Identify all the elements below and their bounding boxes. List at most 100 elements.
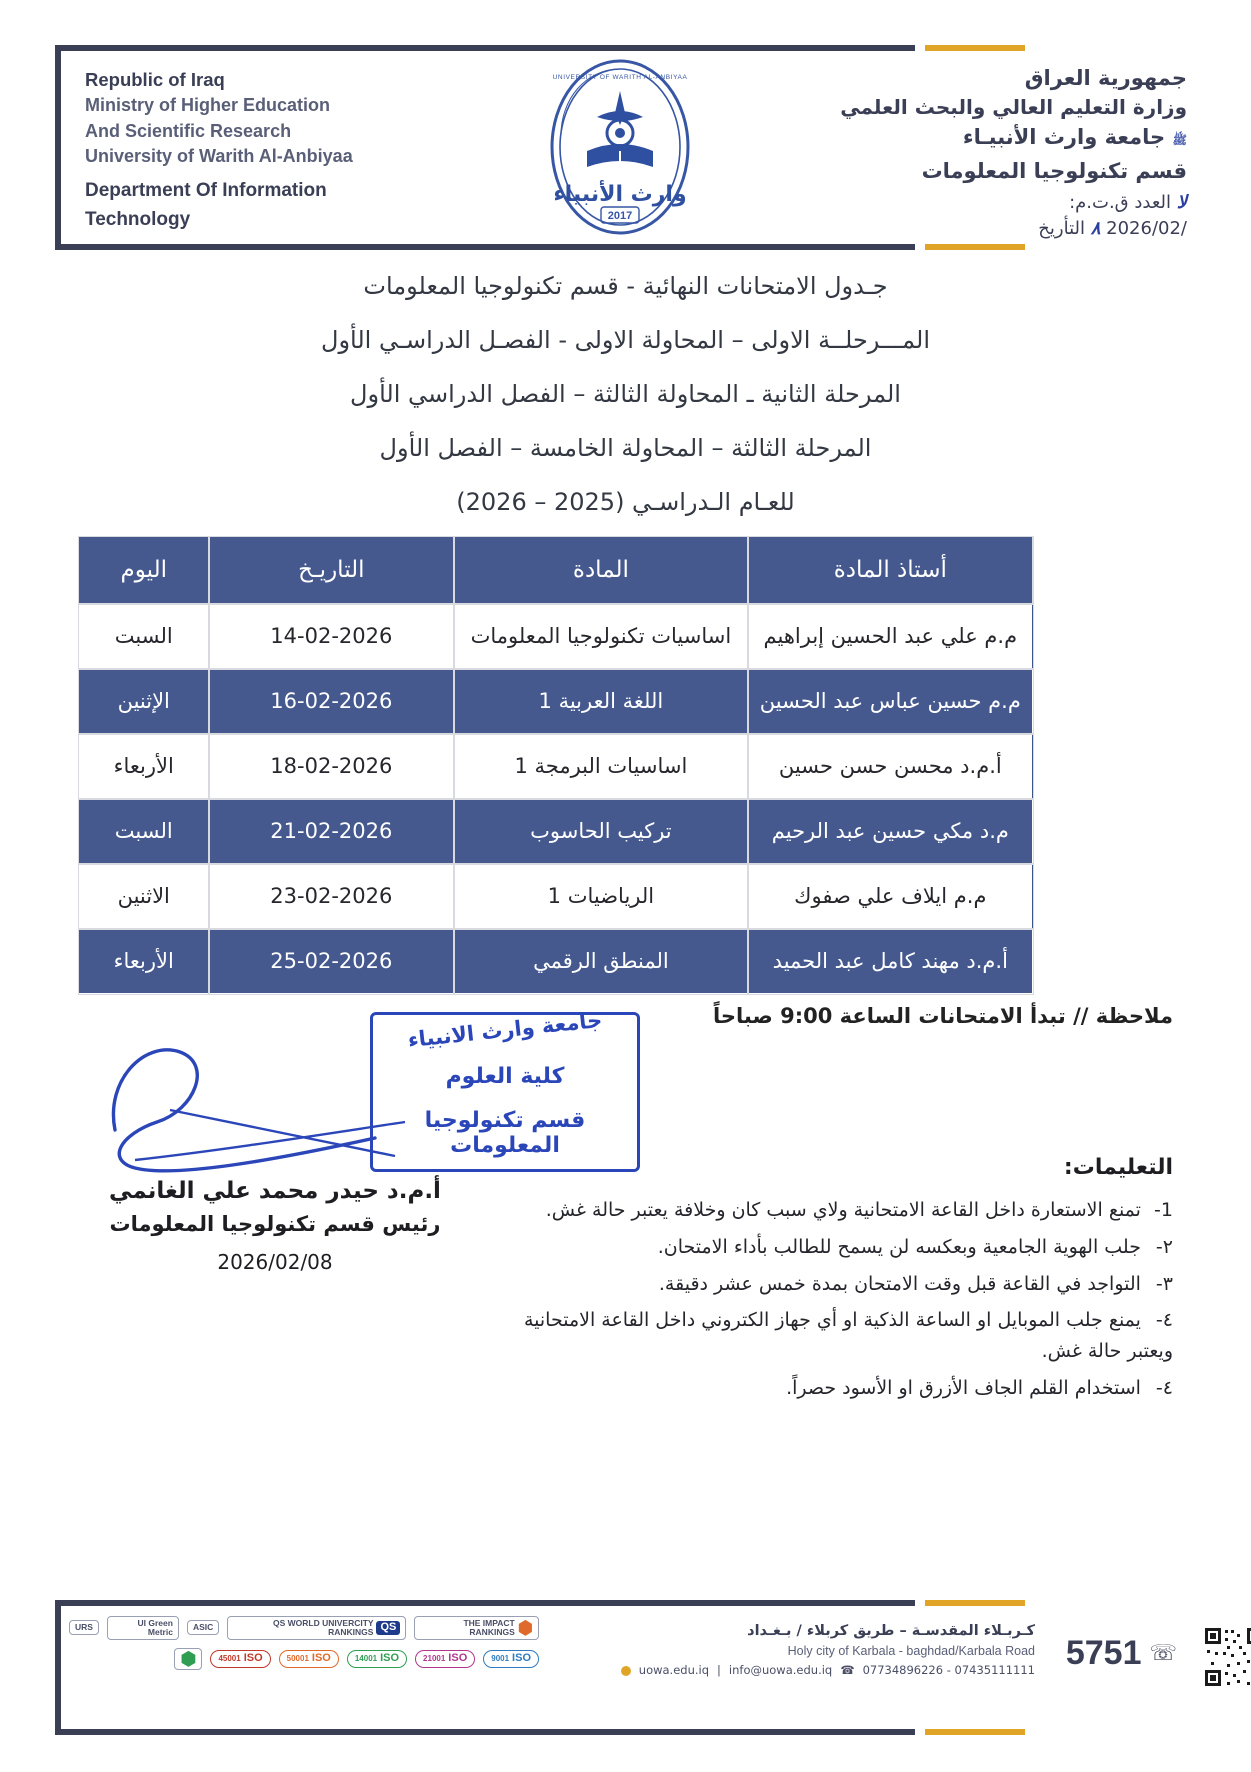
footer-address-ar: كـربـلاء المقدسـة – طريق كربلاء / بـغـدا… xyxy=(747,1623,1035,1639)
document-titles: جـدول الامتحانات النهائية - قسم تكنولوجي… xyxy=(0,272,1251,534)
instruction-item: ٢- جلب الهوية الجامعية وبعكسه لن يسمح لل… xyxy=(473,1232,1173,1263)
badge-qs-label: QS WORLD UNIVERCITY RANKINGS xyxy=(273,1618,374,1637)
cell-date: 25-02-2026 xyxy=(208,927,455,995)
official-stamp: جامعة وارث الانبياء كلية العلوم قسم تكنو… xyxy=(370,1008,640,1172)
phone-icon: ☎ xyxy=(840,1662,855,1677)
table-row: أ.م.د مهند كامل عبد الحميد المنطق الرقمي… xyxy=(77,927,1034,995)
instruction-text: التواجد في القاعة قبل وقت الامتحان بمدة … xyxy=(658,1272,1141,1295)
cell-date: 23-02-2026 xyxy=(208,862,455,930)
instruction-text: استخدام القلم الجاف الأزرق او الأسود حصر… xyxy=(786,1376,1141,1399)
exam-start-note: ملاحظة // تبدأ الامتحانات الساعة 9:00 صب… xyxy=(712,1004,1173,1028)
cell-subject: المنطق الرقمي xyxy=(452,927,750,995)
handset-icon: ☏ xyxy=(1149,1641,1177,1666)
table-row: م.م ايلاف علي صفوك الرياضيات 1 23-02-202… xyxy=(77,862,1034,930)
iso-label: ISO xyxy=(448,1652,468,1665)
instruction-item: ٤- استخدام القلم الجاف الأزرق او الأسود … xyxy=(473,1373,1173,1404)
footer-email[interactable]: info@uowa.edu.iq xyxy=(728,1662,833,1677)
svg-text:وارث الأنبياء: وارث الأنبياء xyxy=(553,179,686,207)
header-rule-bottom-gold xyxy=(925,244,1025,250)
qr-code[interactable] xyxy=(1203,1626,1251,1688)
badges-row-rankings: THE IMPACT RANKINGS QS QS WORLD UNIVERCI… xyxy=(69,1616,539,1640)
cell-subject: الرياضيات 1 xyxy=(452,862,750,930)
header-ar-university-text: جامعة وارث الأنبيـاء xyxy=(962,125,1166,150)
cell-subject: اساسيات تكنولوجيا المعلومات xyxy=(452,602,750,670)
header-ar-university-sup: ﷺ xyxy=(1172,133,1188,148)
cell-subject: اساسيات البرمجة 1 xyxy=(452,732,750,800)
table-row: أ.م.د محسن حسن حسين اساسيات البرمجة 1 18… xyxy=(77,732,1034,800)
cell-subject: تركيب الحاسوب xyxy=(452,797,750,865)
title-line-2: المـــرحلــة الاولى – المحاولة الاولى - … xyxy=(321,326,930,354)
footer-rule-top xyxy=(55,1600,915,1606)
header-ar-country: جمهورية العراق xyxy=(1024,66,1187,90)
header-ar-department: قسم تكنولوجيا المعلومات xyxy=(921,158,1187,183)
document-footer: THE IMPACT RANKINGS QS QS WORLD UNIVERCI… xyxy=(55,1600,1251,1735)
iso-number: 14001 xyxy=(354,1654,378,1664)
cell-instructor: م.م ايلاف علي صفوك xyxy=(747,862,1034,930)
iso-label: ISO xyxy=(380,1652,400,1665)
cell-instructor: أ.م.د مهند كامل عبد الحميد xyxy=(747,927,1034,995)
seal-hex-icon xyxy=(181,1650,196,1667)
instruction-item: 1- تمنع الاستعارة داخل القاعة الامتحانية… xyxy=(473,1195,1173,1226)
header-en-line2: Ministry of Higher Education xyxy=(85,95,331,116)
column-header-subject: المادة xyxy=(452,535,750,605)
separator: | xyxy=(717,1662,721,1677)
footer-website[interactable]: uowa.edu.iq xyxy=(638,1662,710,1677)
iso-label: ISO xyxy=(243,1652,263,1665)
svg-text:2017: 2017 xyxy=(608,210,632,222)
signature-block: أ.م.د حيدر محمد علي الغانمي رئيس قسم تكن… xyxy=(60,1178,490,1274)
globe-icon xyxy=(620,1665,631,1676)
impact-hex-icon xyxy=(518,1619,532,1636)
cell-date: 18-02-2026 xyxy=(208,732,455,800)
badge-iso-9001: ISO 9001 xyxy=(483,1650,539,1668)
iso-label: ISO xyxy=(311,1652,331,1665)
qs-icon: QS xyxy=(376,1621,401,1635)
table-row: م.م حسين عباس عبد الحسين اللغة العربية 1… xyxy=(77,667,1034,735)
cell-subject: اللغة العربية 1 xyxy=(452,667,750,735)
table-row: م.د مكي حسين عبد الرحيم تركيب الحاسوب 21… xyxy=(77,797,1034,865)
title-academic-year: للعـام الـدراسـي (2025 – 2026) xyxy=(456,488,795,516)
instruction-item: ٣- التواجد في القاعة قبل وقت الامتحان بم… xyxy=(473,1269,1173,1300)
cell-day: الأربعاء xyxy=(77,927,210,995)
university-logo: UNIVERSITY OF WARITH AL-ANBIYAA وارث الأ… xyxy=(525,55,715,240)
header-ar-date-row: /2026/02 ٨ التأريخ xyxy=(727,216,1187,242)
header-en-line6: Technology xyxy=(85,208,191,230)
footer-phones: 07734896226 - 07435111111 xyxy=(862,1662,1035,1677)
footer-rule-bottom xyxy=(55,1729,915,1735)
title-line-3: المرحلة الثانية ـ المحاولة الثالثة – الف… xyxy=(350,380,901,408)
badge-greenmetric-label: UI Green Metric xyxy=(137,1618,173,1637)
title-line-4: المرحلة الثالثة – المحاولة الخامسة – الف… xyxy=(379,434,872,462)
footer-address-en: Holy city of Karbala - baghdad/Karbala R… xyxy=(787,1644,1035,1659)
signature-date: 2026/02/08 xyxy=(217,1250,333,1274)
badge-asic-label: ASIC xyxy=(192,1622,214,1633)
column-header-day: اليوم xyxy=(77,535,210,605)
accreditation-badges: THE IMPACT RANKINGS QS QS WORLD UNIVERCI… xyxy=(69,1616,539,1678)
instruction-text: تمنع الاستعارة داخل القاعة الامتحانية ول… xyxy=(545,1199,1141,1221)
cell-instructor: أ.م.د محسن حسن حسين xyxy=(747,732,1034,800)
cell-instructor: م.م علي عبد الحسين إبراهيم xyxy=(747,602,1034,670)
footer-contact: كـربـلاء المقدسـة – طريق كربلاء / بـغـدا… xyxy=(605,1620,1035,1680)
cell-day: الأربعاء xyxy=(77,732,210,800)
badge-iso-45001: ISO 45001 xyxy=(210,1650,271,1668)
header-rule-top-gold xyxy=(925,45,1025,51)
header-english-block: Republic of Iraq Ministry of Higher Educ… xyxy=(85,67,515,234)
header-ar-university: ﷺ جامعة وارث الأنبيـاء xyxy=(727,122,1187,152)
iso-number: 50001 xyxy=(286,1654,309,1664)
header-rule-bottom xyxy=(55,244,915,250)
stamp-line-3: قسم تكنولوجيا المعلومات xyxy=(424,1108,586,1158)
cell-day: الإثنين xyxy=(77,667,210,735)
iso-number: 21001 xyxy=(423,1654,446,1664)
instructions-list: 1- تمنع الاستعارة داخل القاعة الامتحانية… xyxy=(473,1195,1173,1410)
short-number-value: 5751 xyxy=(1065,1634,1142,1672)
badge-impact-label: THE IMPACT RANKINGS xyxy=(463,1618,515,1637)
footer-rule-top-gold xyxy=(925,1600,1025,1606)
table-header-row: أستاذ المادة المادة التاريـخ اليوم xyxy=(77,535,1034,605)
badge-ui-greenmetric: UI Green Metric xyxy=(106,1616,179,1640)
instruction-text: يمنع جلب الموبايل او الساعة الذكية او أي… xyxy=(523,1309,1173,1363)
instructions-title: التعليمات: xyxy=(1063,1155,1173,1180)
table-body: م.م علي عبد الحسين إبراهيم اساسيات تكنول… xyxy=(77,602,1034,995)
badge-urs: URS xyxy=(69,1620,99,1636)
badge-iso-14001: ISO 14001 xyxy=(346,1650,408,1668)
header-rule-top xyxy=(55,45,915,51)
header-ar-number-row: لا العدد ق.ت.م: xyxy=(727,190,1187,216)
